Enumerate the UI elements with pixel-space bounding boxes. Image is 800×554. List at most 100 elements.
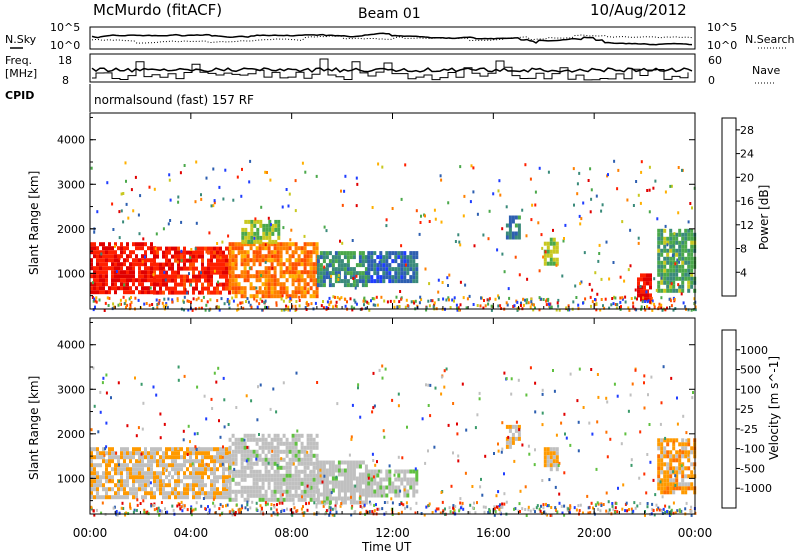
heatmap-cell: [546, 455, 550, 460]
heatmap-cell: [666, 284, 670, 289]
heatmap-cell: [327, 306, 330, 310]
heatmap-cell: [120, 471, 123, 476]
heatmap-cell: [93, 404, 96, 408]
heatmap-cell: [328, 303, 331, 307]
heatmap-cell: [681, 288, 685, 293]
x-tick-label: 04:00: [174, 526, 209, 540]
heatmap-cell: [270, 493, 274, 498]
heatmap-cell: [279, 449, 283, 454]
heatmap-cell: [646, 273, 649, 277]
heatmap-cell: [277, 231, 281, 236]
heatmap-cell: [459, 165, 462, 169]
heatmap-cell: [331, 263, 335, 268]
heatmap-cell: [306, 242, 310, 247]
heatmap-cell: [412, 275, 416, 280]
heatmap-cell: [684, 228, 688, 233]
heatmap-cell: [487, 302, 490, 306]
heatmap-cell: [228, 270, 232, 275]
heatmap-cell: [381, 364, 384, 368]
heatmap-cell: [388, 481, 392, 486]
heatmap-cell: [400, 279, 404, 284]
heatmap-cell: [114, 282, 117, 287]
heatmap-cell: [420, 214, 422, 218]
heatmap-cell: [288, 489, 292, 494]
heatmap-cell: [563, 471, 566, 475]
heatmap-cell: [669, 486, 673, 491]
heatmap-cell: [301, 161, 304, 165]
heatmap-cell: [376, 481, 380, 486]
heatmap-cell: [291, 270, 295, 275]
heatmap-cell: [343, 496, 347, 501]
heatmap-cell: [322, 259, 326, 264]
heatmap-cell: [153, 451, 156, 456]
heatmap-cell: [312, 270, 316, 275]
heatmap-cell: [237, 489, 241, 494]
heatmap-cell: [201, 286, 204, 291]
heatmap-cell: [123, 286, 126, 291]
heatmap-cell: [123, 270, 126, 275]
heatmap-cell: [403, 488, 406, 492]
heatmap-cell: [159, 266, 162, 271]
heatmap-cell: [334, 480, 338, 485]
heatmap-cell: [297, 246, 301, 251]
heatmap-cell: [669, 474, 673, 479]
heatmap-cell: [348, 453, 351, 457]
heatmap-cell: [174, 246, 177, 251]
heatmap-cell: [204, 455, 207, 460]
heatmap-cell: [270, 250, 274, 255]
heatmap-cell: [415, 255, 419, 260]
heatmap-cell: [385, 259, 389, 264]
heatmap-cell: [349, 488, 353, 493]
heatmap-cell: [435, 507, 438, 511]
heatmap-cell: [96, 290, 99, 295]
heatmap-cell: [649, 285, 652, 290]
heatmap-cell: [637, 289, 640, 294]
heatmap-cell: [563, 412, 566, 416]
heatmap-cell: [225, 459, 228, 464]
heatmap-cell: [126, 463, 129, 468]
heatmap-cell: [533, 463, 536, 467]
heatmap-cell: [271, 227, 275, 232]
heatmap-cell: [262, 231, 266, 236]
heatmap-cell: [680, 509, 683, 513]
heatmap-cell: [126, 491, 129, 496]
heatmap-cell: [216, 487, 219, 492]
heatmap-cell: [671, 487, 674, 490]
heatmap-cell: [672, 446, 676, 451]
heatmap-cell: [409, 481, 413, 486]
heatmap-cell: [123, 246, 126, 251]
heatmap-cell: [598, 243, 601, 247]
heatmap-cell: [195, 286, 198, 291]
heatmap-cell: [288, 457, 292, 462]
heatmap-cell: [340, 468, 344, 473]
heatmap-cell: [366, 300, 369, 304]
heatmap-cell: [640, 289, 643, 294]
heatmap-cell: [174, 467, 177, 472]
heatmap-cell: [483, 510, 486, 514]
heatmap-cell: [430, 299, 433, 303]
heatmap-cell: [291, 242, 295, 247]
heatmap-cell: [105, 262, 108, 267]
heatmap-cell: [361, 506, 364, 510]
heatmap-cell: [105, 290, 108, 295]
heatmap-cell: [600, 298, 603, 301]
heatmap-cell: [587, 506, 590, 510]
heatmap-cell: [590, 368, 593, 371]
heatmap-cell: [405, 501, 408, 505]
heatmap-cell: [114, 286, 117, 291]
station-title: McMurdo (fitACF): [93, 1, 222, 19]
heatmap-cell: [303, 278, 307, 283]
heatmap-cell: [176, 504, 179, 508]
heatmap-cell: [294, 453, 298, 458]
colorbar-tick-label: 100: [740, 383, 761, 396]
heatmap-cell: [352, 500, 356, 505]
heatmap-cell: [102, 487, 105, 492]
heatmap-cell: [687, 228, 691, 233]
heatmap-cell: [376, 485, 380, 490]
heatmap-cell: [494, 297, 497, 301]
heatmap-cell: [258, 246, 262, 251]
heatmap-cell: [328, 296, 331, 300]
heatmap-cell: [350, 513, 353, 517]
heatmap-cell: [349, 464, 353, 469]
heatmap-cell: [340, 296, 343, 300]
